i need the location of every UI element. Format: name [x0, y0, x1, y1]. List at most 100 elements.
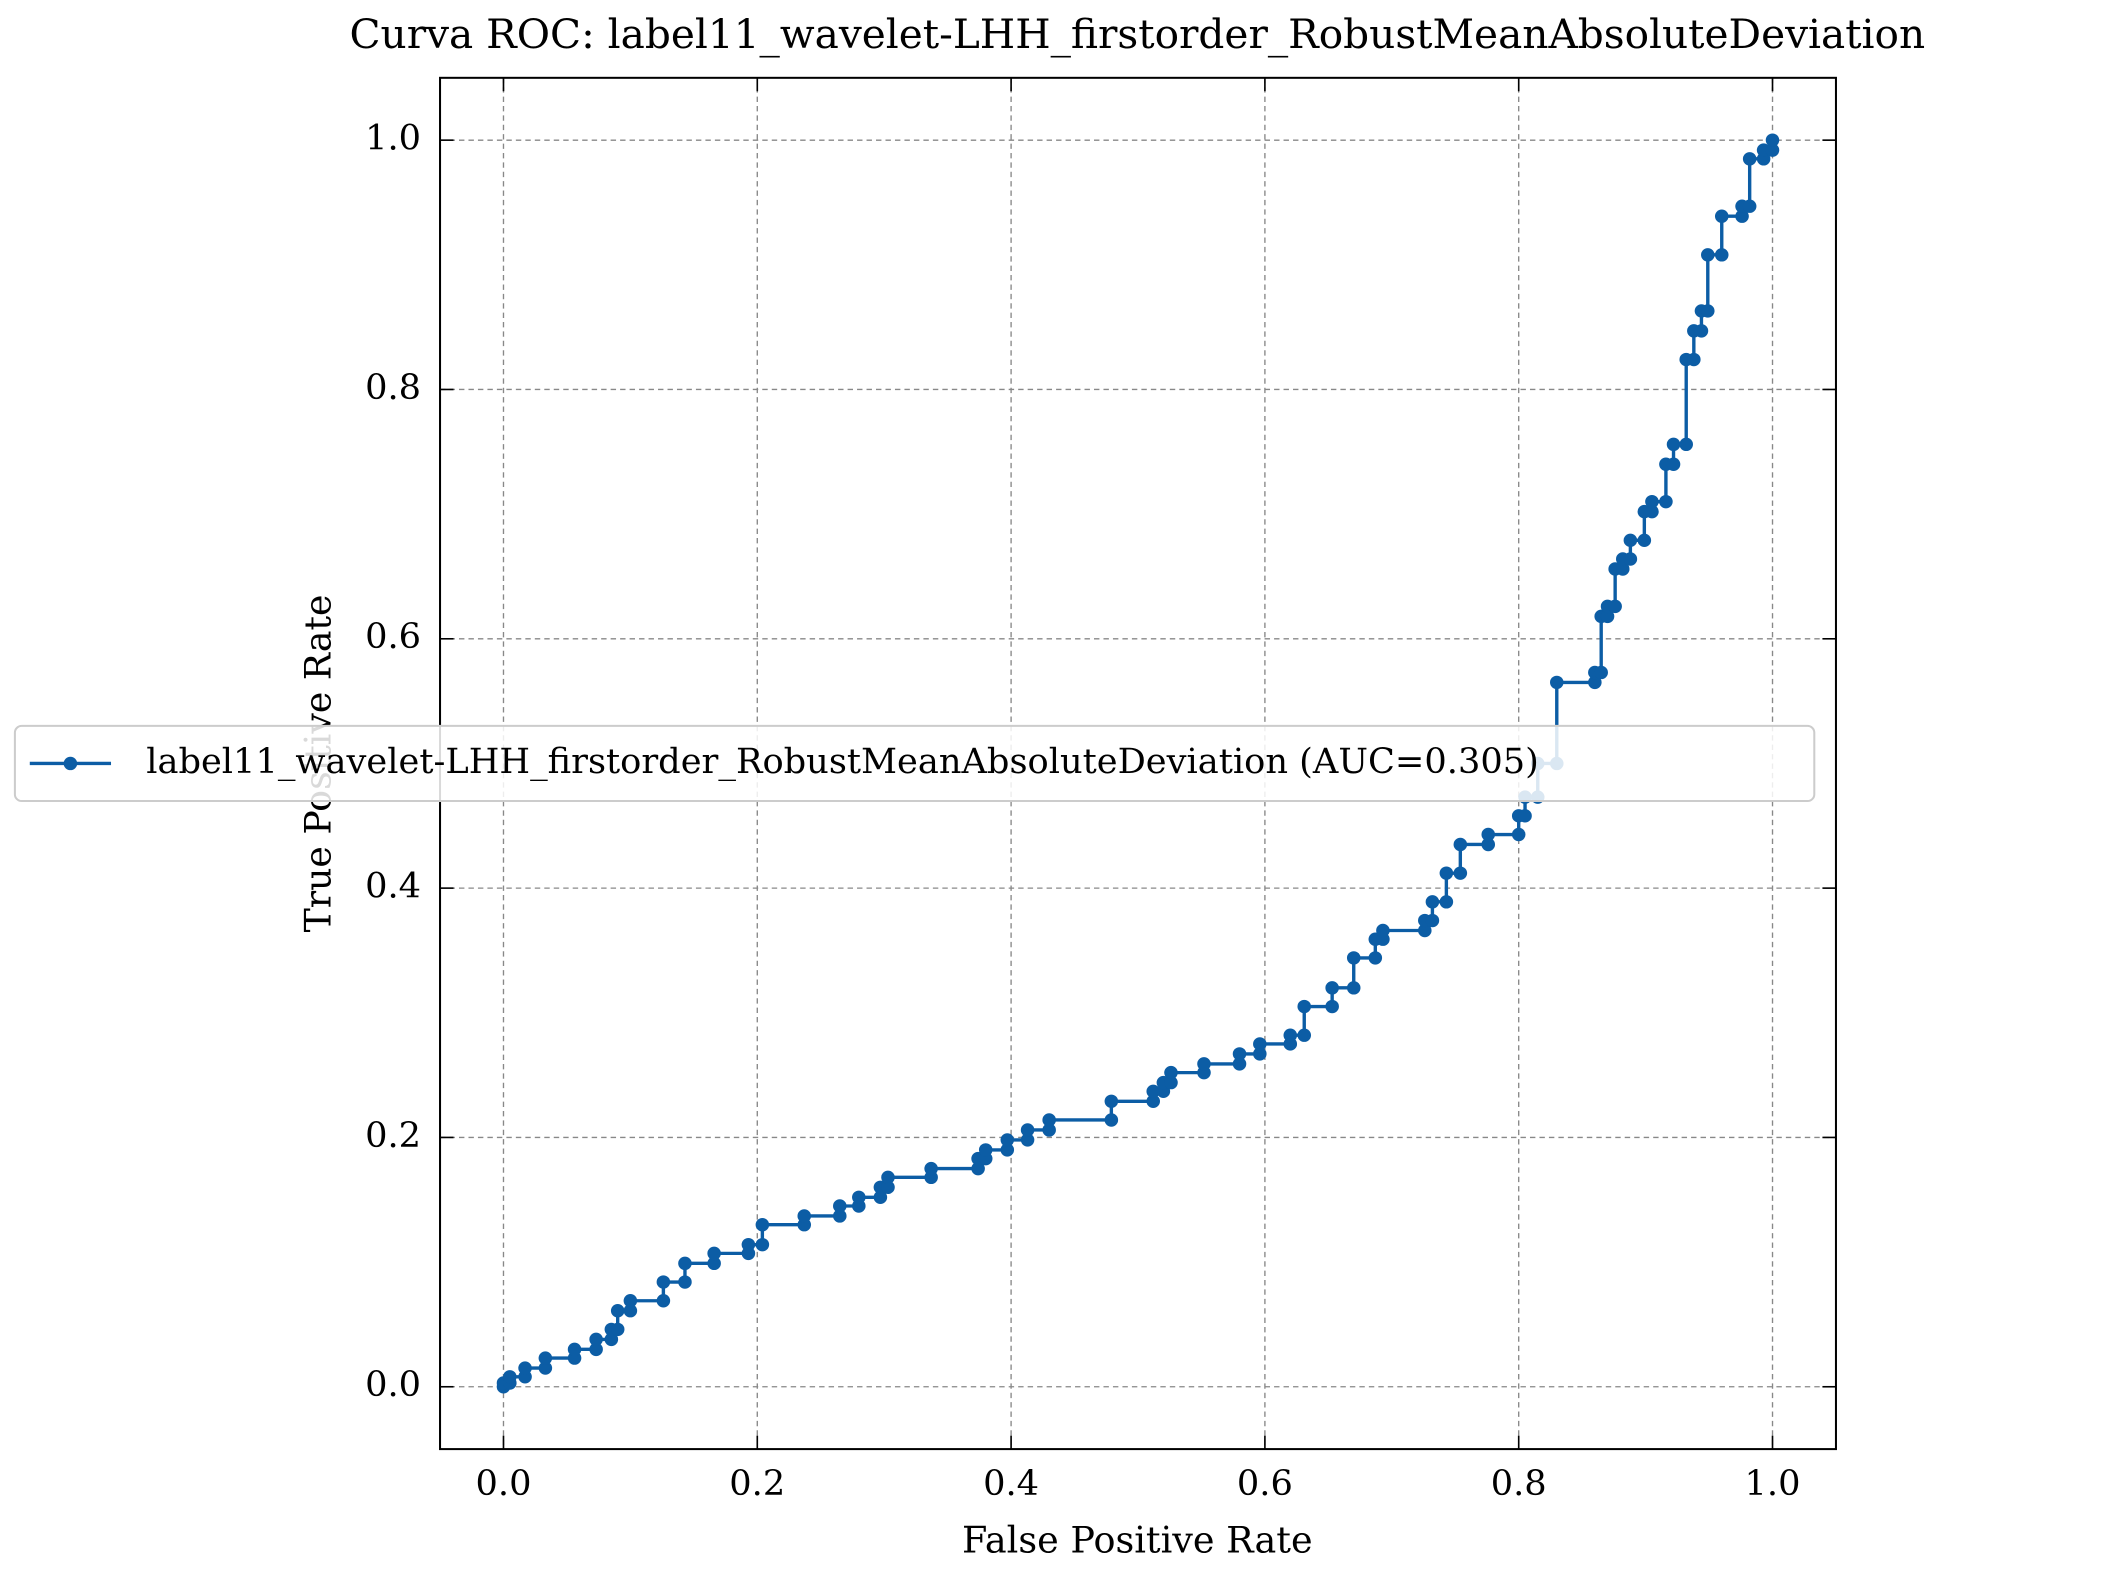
roc-point: [1659, 494, 1673, 509]
y-tick-label: 1.0: [365, 118, 421, 159]
roc-point: [1588, 675, 1602, 690]
roc-point: [1368, 951, 1383, 965]
roc-point: [1325, 981, 1339, 995]
roc-point: [1346, 951, 1361, 965]
roc-point: [610, 1322, 625, 1337]
roc-point: [971, 1161, 985, 1176]
roc-point: [1637, 533, 1652, 548]
roc-point: [1297, 1028, 1312, 1042]
roc-point: [1645, 494, 1659, 509]
roc-point: [1714, 248, 1729, 262]
roc-point: [1020, 1133, 1035, 1147]
roc-point: [1666, 437, 1681, 452]
roc-point: [610, 1304, 625, 1318]
roc-point: [1615, 562, 1630, 576]
roc-point: [1518, 809, 1532, 823]
roc-point: [518, 1361, 532, 1375]
roc-point: [1297, 999, 1312, 1014]
roc-point: [1232, 1047, 1247, 1061]
roc-point: [833, 1209, 847, 1223]
roc-point: [1481, 827, 1496, 842]
roc-point: [924, 1161, 938, 1176]
roc-point: [881, 1180, 895, 1195]
roc-point: [1439, 895, 1454, 909]
roc-point: [1511, 827, 1526, 842]
roc-point: [1453, 837, 1468, 852]
legend-label: label11_wavelet-LHH_firstorder_RobustMea…: [146, 741, 1539, 782]
roc-point: [567, 1342, 582, 1357]
roc-point: [1418, 923, 1432, 938]
roc-point: [1742, 199, 1757, 213]
roc-point: [589, 1342, 603, 1357]
roc-point: [1645, 504, 1659, 519]
roc-point: [1146, 1084, 1160, 1099]
roc-point: [1594, 665, 1608, 680]
roc-point: [741, 1237, 756, 1252]
roc-point: [1550, 675, 1564, 690]
roc-point: [1042, 1113, 1056, 1127]
roc-point: [1164, 1075, 1178, 1090]
roc-point: [1666, 457, 1681, 471]
y-tick-label: 0.6: [365, 616, 421, 657]
roc-point: [1481, 837, 1496, 852]
roc-point: [1376, 923, 1390, 938]
x-tick-label: 0.4: [983, 1463, 1039, 1504]
roc-point: [1197, 1057, 1211, 1071]
roc-point: [1325, 999, 1339, 1014]
x-tick-label: 0.2: [729, 1463, 785, 1504]
roc-point: [1694, 324, 1709, 338]
roc-point: [538, 1361, 553, 1375]
x-tick-label: 1.0: [1745, 1463, 1801, 1504]
roc-point: [873, 1190, 888, 1204]
roc-point: [1679, 437, 1693, 452]
roc-point: [1020, 1123, 1035, 1137]
roc-point: [678, 1256, 692, 1271]
roc-point: [1701, 304, 1715, 318]
roc-point: [1623, 552, 1638, 566]
roc-point: [1000, 1133, 1015, 1147]
roc-point: [852, 1190, 866, 1204]
roc-point: [1164, 1065, 1178, 1080]
roc-point: [678, 1275, 692, 1289]
legend-swatch-marker: [63, 756, 78, 771]
roc-point: [755, 1217, 770, 1232]
roc-point: [1714, 209, 1729, 223]
legend: label11_wavelet-LHH_firstorder_RobustMea…: [13, 724, 1816, 803]
x-axis-label: False Positive Rate: [962, 1519, 1313, 1562]
roc-point: [1104, 1113, 1119, 1127]
roc-point: [755, 1237, 770, 1252]
roc-point: [604, 1332, 619, 1347]
roc-point: [1742, 152, 1757, 166]
roc-point: [538, 1351, 553, 1365]
roc-point: [1104, 1094, 1119, 1108]
roc-point: [881, 1170, 895, 1185]
roc-point: [1701, 248, 1715, 262]
roc-point: [1608, 599, 1622, 614]
chart-title: Curva ROC: label11_wavelet-LHH_firstorde…: [349, 10, 1925, 58]
roc-point: [1439, 866, 1454, 880]
roc-point: [833, 1199, 847, 1213]
y-tick-label: 0.2: [365, 1115, 421, 1156]
roc-point: [1425, 913, 1440, 928]
roc-point: [1765, 143, 1780, 157]
legend-box: [13, 724, 1816, 803]
roc-point: [1687, 352, 1701, 367]
y-tick-label: 0.8: [365, 367, 421, 408]
y-tick-label: 0.0: [365, 1364, 421, 1405]
roc-point: [1623, 533, 1638, 548]
roc-point: [978, 1143, 993, 1157]
roc-point: [656, 1294, 671, 1308]
roc-point: [1283, 1028, 1298, 1042]
roc-point: [1232, 1057, 1247, 1071]
x-tick-label: 0.6: [1237, 1463, 1293, 1504]
roc-point: [707, 1246, 721, 1261]
roc-point: [1453, 866, 1468, 880]
roc-point: [503, 1370, 517, 1384]
roc-point: [1000, 1143, 1015, 1157]
roc-point: [1425, 895, 1440, 909]
roc-point: [1346, 981, 1361, 995]
x-tick-label: 0.0: [476, 1463, 532, 1504]
roc-point: [623, 1304, 638, 1318]
